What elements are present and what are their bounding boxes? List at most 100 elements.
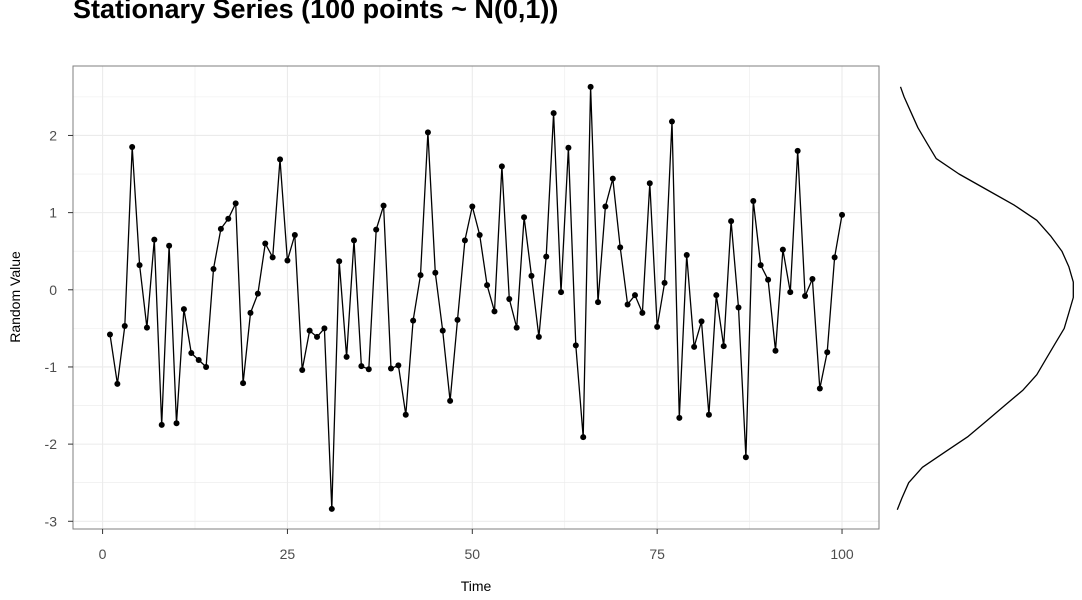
data-point: [676, 414, 683, 421]
x-tick-label: 25: [280, 546, 296, 562]
y-tick-label: 2: [49, 127, 57, 143]
data-point: [424, 129, 431, 136]
data-point: [321, 325, 328, 332]
data-point: [779, 246, 786, 253]
data-point: [831, 254, 838, 261]
data-point: [587, 83, 594, 90]
data-point: [358, 363, 365, 370]
data-point: [180, 306, 187, 313]
data-point: [750, 198, 757, 205]
data-point: [646, 180, 653, 187]
data-point: [387, 365, 394, 372]
chart-title: Stationary Series (100 points ~ N(0,1)): [73, 0, 559, 24]
data-point: [631, 292, 638, 299]
data-point: [565, 144, 572, 151]
data-point: [558, 289, 565, 296]
data-point: [742, 454, 749, 461]
data-layer: [106, 83, 846, 512]
data-point: [254, 290, 261, 297]
data-point: [410, 317, 417, 324]
x-axis-title: Time: [461, 578, 492, 594]
data-point: [683, 252, 690, 259]
data-point: [484, 282, 491, 289]
data-point: [654, 323, 661, 330]
series-line: [109, 86, 843, 510]
data-point: [572, 342, 579, 349]
data-point: [698, 318, 705, 325]
data-point: [550, 110, 557, 117]
data-point: [291, 231, 298, 238]
data-point: [602, 203, 609, 210]
data-point: [543, 253, 550, 260]
data-point: [839, 211, 846, 218]
data-point: [439, 327, 446, 334]
data-point: [269, 254, 276, 261]
data-point: [720, 343, 727, 350]
data-point: [794, 147, 801, 154]
data-point: [143, 324, 150, 331]
data-point: [284, 257, 291, 264]
data-point: [506, 296, 513, 303]
data-point: [136, 262, 143, 269]
data-point: [624, 301, 631, 308]
data-point: [328, 505, 335, 512]
data-point: [158, 421, 165, 428]
panel-background: [73, 66, 879, 529]
data-point: [350, 237, 357, 244]
data-point: [447, 397, 454, 404]
data-point: [343, 353, 350, 360]
data-point: [314, 333, 321, 340]
data-point: [306, 327, 313, 334]
data-point: [713, 292, 720, 299]
data-point: [787, 289, 794, 296]
x-tick-label: 50: [465, 546, 481, 562]
data-point: [705, 411, 712, 418]
data-point: [661, 279, 668, 286]
data-point: [491, 308, 498, 315]
data-point: [432, 269, 439, 276]
data-point: [476, 231, 483, 238]
data-point: [535, 333, 542, 340]
data-point: [402, 411, 409, 418]
data-point: [240, 380, 247, 387]
data-point: [106, 331, 113, 338]
data-point: [728, 218, 735, 225]
data-point: [203, 363, 210, 370]
data-point: [580, 434, 587, 441]
y-tick-label: -3: [45, 513, 58, 529]
data-point: [617, 244, 624, 251]
data-point: [765, 276, 772, 283]
data-point: [735, 304, 742, 311]
data-point: [513, 324, 520, 331]
data-point: [816, 385, 823, 392]
grid-layer: [73, 66, 879, 529]
data-point: [277, 156, 284, 163]
data-point: [461, 237, 468, 244]
data-point: [373, 226, 380, 233]
data-point: [802, 292, 809, 299]
data-point: [114, 380, 121, 387]
data-point: [639, 309, 646, 316]
data-point: [417, 272, 424, 279]
data-point: [262, 240, 269, 247]
data-point: [668, 118, 675, 125]
x-tick-label: 100: [830, 546, 854, 562]
data-point: [528, 272, 535, 279]
data-point: [809, 275, 816, 282]
x-tick-label: 0: [99, 546, 107, 562]
data-point: [395, 362, 402, 369]
data-point: [595, 299, 602, 306]
data-point: [173, 420, 180, 427]
axis-layer: 0 25 50 75 100 -3 -2 -1 0 1 2: [45, 127, 854, 562]
data-point: [225, 215, 232, 222]
data-point: [299, 367, 306, 374]
data-point: [121, 323, 128, 330]
data-point: [521, 214, 528, 221]
y-tick-label: 1: [49, 205, 57, 221]
data-point: [498, 163, 505, 170]
data-point: [336, 258, 343, 265]
data-point: [129, 144, 136, 151]
data-point: [824, 349, 831, 356]
data-point: [609, 175, 616, 182]
